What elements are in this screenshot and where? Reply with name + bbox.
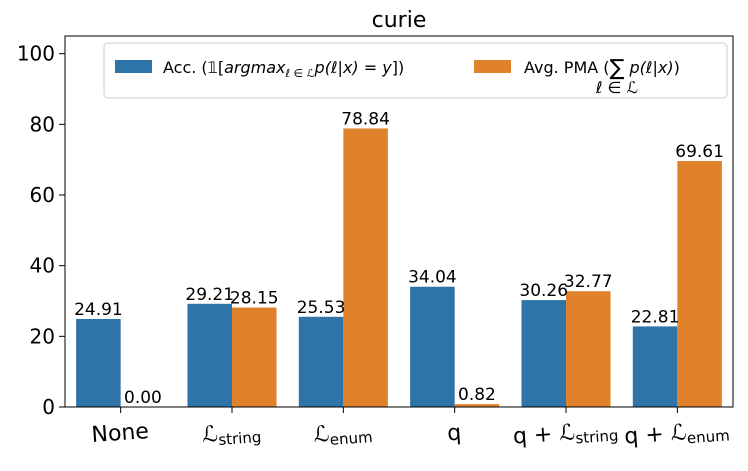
bar-avg-pma <box>232 307 277 407</box>
x-tick-label: ℒenum <box>313 419 373 450</box>
data-label-avg-pma: 78.84 <box>341 109 390 129</box>
bar-avg-pma <box>566 291 611 407</box>
y-axis: 0 20 40 60 80 100 <box>17 42 65 419</box>
y-tick-label: 40 <box>30 254 55 278</box>
data-label-avg-pma: 0.82 <box>458 385 496 405</box>
y-tick-label: 0 <box>42 395 55 419</box>
bar-avg-pma <box>343 128 388 407</box>
data-label-accuracy: 22.81 <box>631 307 680 327</box>
data-label-avg-pma: 69.61 <box>675 142 724 162</box>
y-tick-label: 60 <box>30 183 55 207</box>
bar-accuracy <box>187 303 232 407</box>
legend-box <box>103 42 728 99</box>
legend: Acc. (𝟙[argmaxℓ ∈ ℒp(ℓ|x) = y]) Avg. PMA … <box>103 42 728 99</box>
bar-accuracy <box>632 326 678 407</box>
bar-accuracy <box>410 286 455 407</box>
legend-label-accuracy: Acc. (𝟙[argmaxℓ ∈ ℒp(ℓ|x) = y]) <box>163 58 404 80</box>
bar-avg-pma <box>454 404 500 407</box>
legend-swatch-accuracy <box>115 60 152 73</box>
bar-accuracy <box>76 318 121 407</box>
bar-accuracy <box>521 300 566 407</box>
x-tick-label: q <box>446 421 462 447</box>
data-label-accuracy: 30.26 <box>519 281 568 301</box>
legend-sum-subscript: ℓ ∈ ℒ <box>595 78 638 97</box>
x-tick-label: ℒstring <box>201 419 262 450</box>
y-tick-label: 80 <box>30 112 55 136</box>
chart-title: curie <box>372 8 427 33</box>
bar-avg-pma <box>677 161 722 407</box>
x-tick-label: None <box>91 419 150 448</box>
data-label-accuracy: 25.53 <box>297 298 346 318</box>
y-tick-label: 20 <box>30 324 55 348</box>
data-label-avg-pma: 28.15 <box>230 289 279 309</box>
x-tick-label: q + ℒstring <box>512 417 619 451</box>
data-label-accuracy: 29.21 <box>185 285 234 305</box>
data-label-avg-pma: 32.77 <box>564 272 613 292</box>
data-label-avg-pma: 0.00 <box>124 388 162 408</box>
y-tick-label: 100 <box>17 42 55 66</box>
bars-group <box>76 128 722 407</box>
legend-swatch-avg-pma <box>474 60 511 73</box>
bar-accuracy <box>298 316 344 407</box>
legend-label-avg-pma: Avg. PMA (∑ p(ℓ|x)) <box>524 56 680 81</box>
data-label-accuracy: 24.91 <box>74 300 123 320</box>
x-axis: None ℒstring ℒenum q q + ℒstring q + ℒenum <box>91 407 731 451</box>
data-label-accuracy: 34.04 <box>408 268 457 288</box>
plot-frame <box>64 35 734 408</box>
x-tick-label: q + ℒenum <box>624 417 731 451</box>
